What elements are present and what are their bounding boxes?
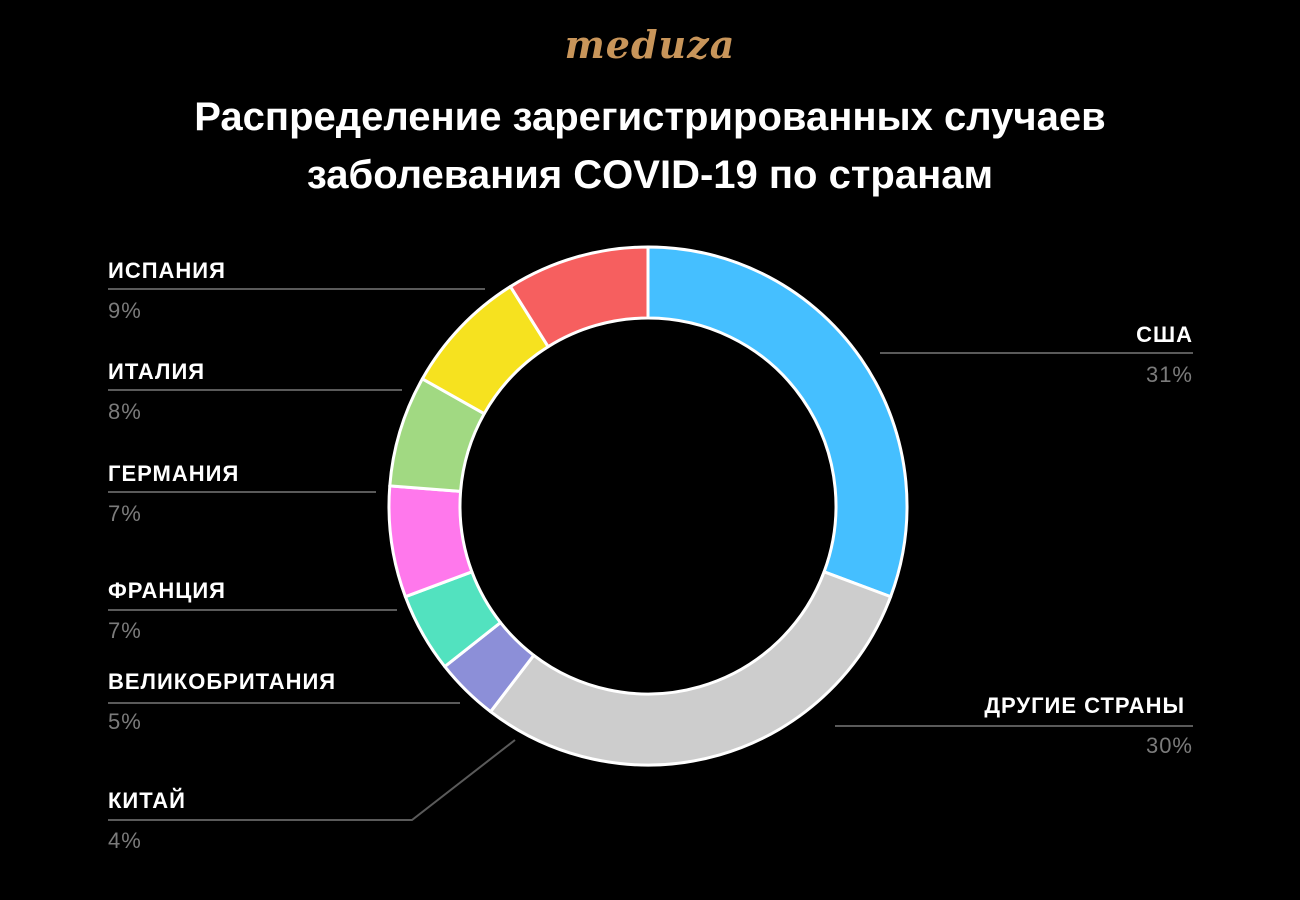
slice-value-5: 7% — [108, 501, 142, 526]
slice-value-3: 5% — [108, 709, 142, 734]
slice-label-4: ФРАНЦИЯ — [108, 578, 226, 603]
slice-value-2: 4% — [108, 828, 142, 853]
chart-title-line-1: Распределение зарегистрированных случаев — [194, 95, 1106, 139]
meduza-logo: meduza — [564, 22, 736, 67]
chart-title-line-2: заболевания COVID-19 по странам — [306, 153, 994, 197]
slice-label-5: ГЕРМАНИЯ — [108, 461, 239, 486]
chart-title: Распределение зарегистрированных случаев… — [0, 88, 1300, 204]
slice-value-6: 8% — [108, 399, 142, 424]
slice-label-3: ВЕЛИКОБРИТАНИЯ — [108, 669, 336, 694]
slice-label-1: ДРУГИЕ СТРАНЫ — [984, 693, 1185, 718]
slice-label-0: США — [1136, 322, 1193, 347]
slice-value-4: 7% — [108, 618, 142, 643]
slice-7 — [508, 245, 650, 349]
slice-value-7: 9% — [108, 298, 142, 323]
slice-1 — [489, 570, 893, 767]
slice-label-2: КИТАЙ — [108, 788, 186, 813]
slice-value-0: 31% — [1146, 362, 1193, 387]
slice-label-6: ИТАЛИЯ — [108, 359, 205, 384]
slice-value-1: 30% — [1146, 733, 1193, 758]
slice-0 — [646, 245, 909, 599]
leader-line-2 — [108, 739, 516, 821]
slice-label-7: ИСПАНИЯ — [108, 258, 226, 283]
